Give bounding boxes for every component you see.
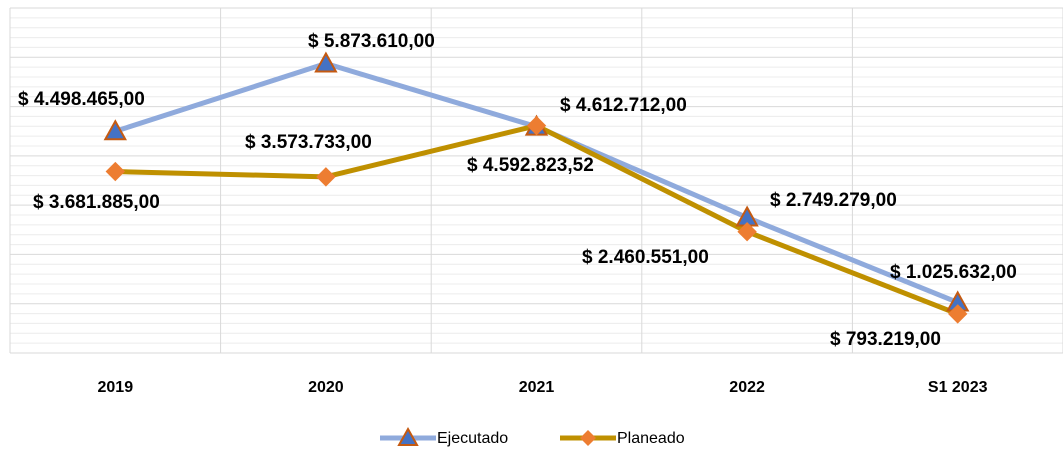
data-label: $ 5.873.610,00 bbox=[308, 31, 435, 52]
legend-label: Planeado bbox=[617, 430, 685, 447]
data-label: $ 1.025.632,00 bbox=[890, 262, 1017, 283]
data-label: $ 3.681.885,00 bbox=[33, 192, 160, 213]
data-label: $ 2.460.551,00 bbox=[582, 247, 709, 268]
data-label: $ 4.612.712,00 bbox=[560, 95, 687, 116]
marker bbox=[316, 167, 336, 187]
data-label: $ 793.219,00 bbox=[830, 329, 941, 350]
data-label: $ 2.749.279,00 bbox=[770, 190, 897, 211]
marker bbox=[947, 304, 968, 324]
legend-label: Ejecutado bbox=[437, 430, 508, 447]
x-tick-label: 2022 bbox=[729, 379, 765, 396]
x-tick-label: 2021 bbox=[519, 379, 555, 396]
legend-marker bbox=[580, 430, 596, 446]
marker bbox=[105, 161, 126, 182]
legend-marker bbox=[397, 426, 419, 446]
x-tick-label: 2020 bbox=[308, 379, 344, 396]
marker bbox=[314, 51, 338, 73]
x-tick-label: 2019 bbox=[98, 379, 134, 396]
data-label: $ 3.573.733,00 bbox=[245, 132, 372, 153]
data-label: $ 4.592.823,52 bbox=[467, 155, 594, 176]
data-label: $ 4.498.465,00 bbox=[18, 89, 145, 110]
marker bbox=[526, 115, 547, 136]
series-line bbox=[115, 123, 959, 317]
marker bbox=[737, 222, 757, 242]
marker bbox=[103, 119, 127, 141]
x-tick-label: S1 2023 bbox=[928, 379, 988, 396]
